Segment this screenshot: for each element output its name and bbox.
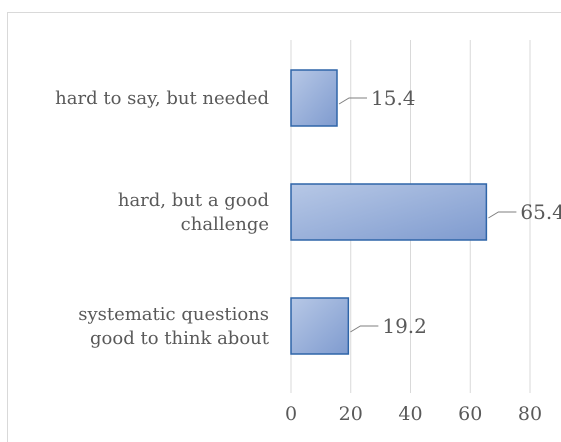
category-labels: hard to say, but needed hard, but a good c…: [55, 88, 270, 349]
data-labels: 15.4 65.4 19.2: [338, 86, 561, 338]
category-label: hard to say, but needed: [55, 88, 269, 109]
category-label-line: hard to say, but needed: [55, 88, 269, 109]
x-tick-label: 0: [285, 403, 297, 425]
data-label: 65.4: [520, 200, 561, 224]
x-tick-label: 20: [339, 403, 363, 425]
bar: [290, 183, 488, 241]
data-label: 19.2: [382, 314, 427, 338]
data-label-leader: [488, 211, 517, 219]
data-label-leader: [338, 97, 368, 105]
category-label-line: systematic questions: [78, 304, 269, 325]
bars: [290, 69, 488, 355]
bar: [290, 297, 350, 355]
bar: [290, 69, 338, 127]
x-axis-ticks: 0 20 40 60 80: [285, 403, 542, 425]
data-label-leader: [350, 325, 379, 333]
data-label: 15.4: [371, 86, 416, 110]
x-tick-label: 80: [518, 403, 542, 425]
category-label: hard, but a good challenge: [118, 190, 269, 235]
category-label-line: good to think about: [90, 328, 270, 349]
x-tick-label: 40: [398, 403, 422, 425]
x-tick-label: 60: [458, 403, 482, 425]
category-label: systematic questions good to think about: [78, 304, 270, 349]
category-label-line: challenge: [181, 214, 269, 235]
category-label-line: hard, but a good: [118, 190, 269, 211]
